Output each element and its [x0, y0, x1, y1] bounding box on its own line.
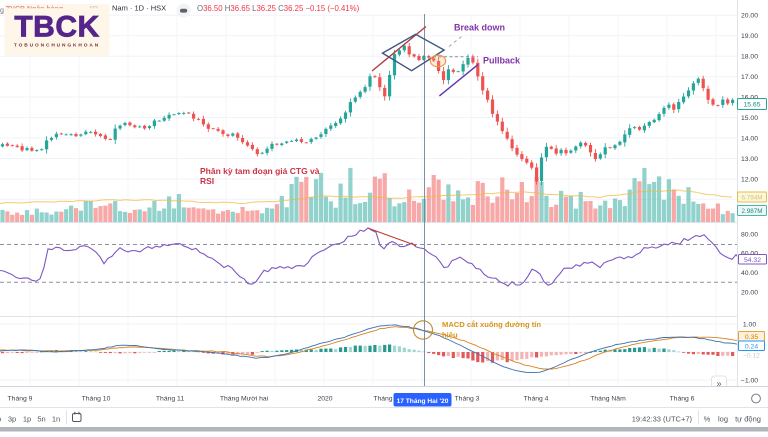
svg-text:1.00: 1.00 — [743, 321, 756, 328]
svg-text:17.00: 17.00 — [741, 74, 758, 81]
svg-text:54.32: 54.32 — [744, 257, 761, 264]
svg-text:80.00: 80.00 — [741, 231, 758, 238]
svg-text:15.00: 15.00 — [741, 115, 758, 122]
svg-text:RSI: RSI — [200, 176, 214, 186]
svg-text:Phân kỳ tam đoạn giá CTG và: Phân kỳ tam đoạn giá CTG và — [200, 166, 320, 176]
svg-text:19.00: 19.00 — [741, 33, 758, 40]
svg-text:Tháng 11: Tháng 11 — [156, 396, 184, 403]
svg-text:Tháng 3: Tháng 3 — [455, 396, 480, 403]
svg-text:17 Tháng Hai '20: 17 Tháng Hai '20 — [397, 398, 449, 405]
svg-text:19:42:33 (UTC+7): 19:42:33 (UTC+7) — [632, 415, 693, 424]
svg-text:MACD cắt xuống đường tín: MACD cắt xuống đường tín — [442, 320, 541, 329]
svg-text:p: p — [0, 415, 1, 424]
svg-text:Break down: Break down — [454, 23, 505, 33]
svg-text:12.00: 12.00 — [741, 176, 758, 183]
svg-text:2020: 2020 — [317, 396, 332, 403]
svg-text:2.987M: 2.987M — [741, 208, 762, 215]
svg-text:5n: 5n — [37, 415, 45, 424]
svg-text:−0.12: −0.12 — [743, 353, 760, 360]
svg-text:18.00: 18.00 — [741, 54, 758, 61]
svg-text:Tháng 10: Tháng 10 — [82, 396, 111, 403]
svg-text:Pullback: Pullback — [483, 56, 521, 66]
svg-text:40.00: 40.00 — [741, 270, 758, 277]
svg-text:0.24: 0.24 — [745, 343, 758, 350]
svg-text:Tháng 4: Tháng 4 — [524, 396, 549, 403]
svg-text:hiệu: hiệu — [442, 331, 458, 340]
svg-text:tự động: tự động — [735, 415, 761, 424]
svg-text:20.00: 20.00 — [741, 13, 758, 20]
svg-text:g: g — [0, 8, 4, 15]
svg-text:%: % — [704, 415, 711, 424]
svg-text:14.00: 14.00 — [741, 135, 758, 142]
svg-text:1p: 1p — [23, 415, 31, 424]
svg-text:20.00: 20.00 — [741, 289, 758, 296]
svg-text:TBCK: TBCK — [14, 11, 99, 44]
svg-text:0.35: 0.35 — [745, 334, 758, 341]
svg-text:Tháng Năm: Tháng Năm — [590, 396, 626, 403]
svg-text:13.00: 13.00 — [741, 156, 758, 163]
svg-text:Tháng 9: Tháng 9 — [8, 396, 33, 403]
svg-text:Tháng Mười hai: Tháng Mười hai — [220, 396, 269, 403]
svg-text:TOBUONCHUNGKHOAN: TOBUONCHUNGKHOAN — [14, 43, 100, 49]
svg-text:−1.00: −1.00 — [741, 377, 758, 384]
svg-text:3p: 3p — [8, 415, 16, 424]
svg-text:Nam · 1D · HSX: Nam · 1D · HSX — [112, 4, 166, 13]
svg-text:O36.50 H36.65 L36.25 C36.25 −0: O36.50 H36.65 L36.25 C36.25 −0.15 (−0.41… — [197, 4, 360, 13]
svg-text:Tháng 6: Tháng 6 — [670, 396, 695, 403]
svg-text:6.794M: 6.794M — [741, 194, 762, 201]
svg-text:1n: 1n — [52, 415, 60, 424]
svg-text:15.65: 15.65 — [743, 102, 760, 109]
svg-text:log: log — [718, 415, 728, 424]
